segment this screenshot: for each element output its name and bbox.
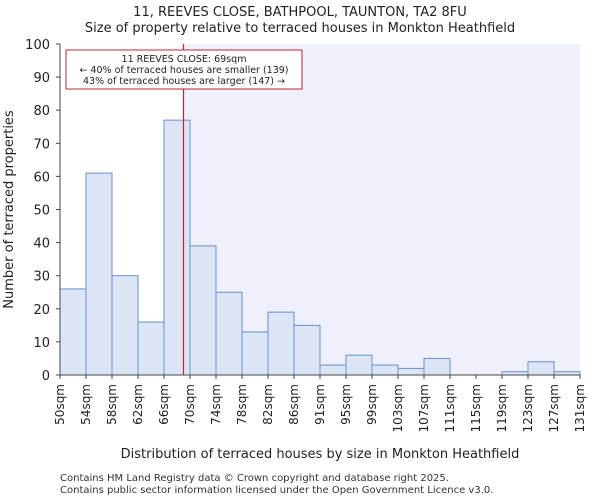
x-tick-label: 50sqm [53, 384, 67, 425]
histogram-bar[interactable] [319, 364, 347, 376]
x-tick-label: 131sqm [573, 384, 587, 432]
footer-copyright: Contains HM Land Registry data © Crown c… [60, 473, 449, 484]
y-tick-label: 100 [25, 38, 50, 53]
x-tick-label: 103sqm [391, 384, 405, 432]
y-tick-label: 30 [33, 270, 50, 285]
histogram-bar[interactable] [293, 324, 321, 376]
histogram-bar[interactable] [111, 275, 139, 376]
histogram-bar[interactable] [267, 311, 295, 376]
histogram-bar[interactable] [215, 291, 243, 376]
histogram-bar[interactable] [189, 245, 217, 376]
histogram-bar[interactable] [397, 367, 425, 376]
x-tick-label: 91sqm [313, 384, 327, 425]
x-axis-title: Distribution of terraced houses by size … [121, 447, 520, 462]
x-tick-label: 58sqm [105, 384, 119, 425]
x-tick-label: 78sqm [235, 384, 249, 425]
footer-licence: Contains public sector information licen… [60, 485, 494, 496]
x-tick-label: 123sqm [521, 384, 535, 432]
y-tick-label: 80 [33, 104, 50, 119]
annotation-box [65, 49, 303, 90]
histogram-bar[interactable] [137, 321, 165, 376]
histogram-bar[interactable] [163, 119, 191, 376]
histogram-bar[interactable] [345, 354, 373, 376]
y-tick-label: 50 [33, 204, 50, 219]
y-tick-label: 90 [33, 71, 50, 86]
x-tick-label: 127sqm [547, 384, 561, 432]
x-tick-label: 111sqm [443, 384, 457, 432]
x-tick-label: 115sqm [469, 384, 483, 432]
y-tick-label: 20 [33, 303, 50, 318]
histogram-bar[interactable] [59, 288, 87, 376]
y-tick-label: 10 [33, 336, 50, 351]
x-tick-label: 54sqm [79, 384, 93, 425]
histogram-bar[interactable] [423, 357, 451, 376]
annotation-line-2: ← 40% of terraced houses are smaller (13… [79, 65, 288, 76]
x-tick-label: 86sqm [287, 384, 301, 425]
x-tick-label: 95sqm [339, 384, 353, 425]
histogram-bar[interactable] [371, 364, 399, 376]
x-tick-label: 74sqm [209, 384, 223, 425]
x-tick-label: 70sqm [183, 384, 197, 425]
histogram-bar[interactable] [85, 172, 113, 376]
chart-title-address: 11, REEVES CLOSE, BATHPOOL, TAUNTON, TA2… [133, 5, 467, 20]
histogram-bar[interactable] [527, 361, 555, 376]
y-tick-label: 70 [33, 137, 50, 152]
x-tick-label: 107sqm [417, 384, 431, 432]
x-tick-label: 119sqm [495, 384, 509, 432]
x-tick-label: 62sqm [131, 384, 145, 425]
chart-title: Size of property relative to terraced ho… [84, 21, 516, 36]
y-tick-label: 60 [33, 170, 50, 185]
y-axis-title: Number of terraced properties [2, 110, 17, 309]
x-tick-label: 82sqm [261, 384, 275, 425]
larger-region [183, 44, 580, 375]
annotation-line-1: 11 REEVES CLOSE: 69sqm [122, 54, 247, 65]
annotation-line-3: 43% of terraced houses are larger (147) … [83, 76, 285, 87]
x-tick-label: 66sqm [157, 384, 171, 425]
histogram-bar[interactable] [241, 331, 269, 376]
y-tick-label: 40 [33, 237, 50, 252]
y-tick-label: 0 [42, 369, 50, 384]
x-tick-label: 99sqm [365, 384, 379, 425]
